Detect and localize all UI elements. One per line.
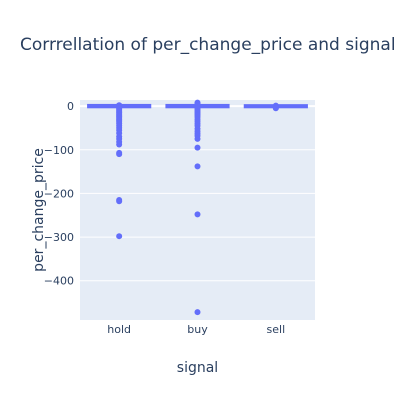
y-tick-label: 0 xyxy=(67,100,74,113)
outlier-point xyxy=(195,309,201,315)
x-axis-ticks: hold buy sell xyxy=(107,323,285,336)
y-tick-label: −400 xyxy=(44,275,74,288)
y-tick-label: −300 xyxy=(44,231,74,244)
outlier-point xyxy=(116,151,122,157)
y-tick-label: −100 xyxy=(44,144,74,157)
outlier-point xyxy=(116,142,122,148)
outlier-point xyxy=(195,145,201,151)
outlier-point xyxy=(195,211,201,217)
y-axis-ticks: 0 −100 −200 −300 −400 xyxy=(44,100,74,288)
y-axis-title: per_change_price xyxy=(31,148,47,272)
y-tick-label: −200 xyxy=(44,187,74,200)
x-tick-label: buy xyxy=(187,323,208,336)
x-tick-label: sell xyxy=(267,323,286,336)
outlier-point xyxy=(116,198,122,204)
outlier-point xyxy=(195,163,201,169)
outlier-point xyxy=(116,233,122,239)
chart-title: Corrrellation of per_change_price and si… xyxy=(20,35,396,55)
outlier-point xyxy=(273,105,279,111)
outlier-point xyxy=(195,136,201,142)
x-axis-title: signal xyxy=(177,360,218,376)
x-tick-label: hold xyxy=(107,323,131,336)
